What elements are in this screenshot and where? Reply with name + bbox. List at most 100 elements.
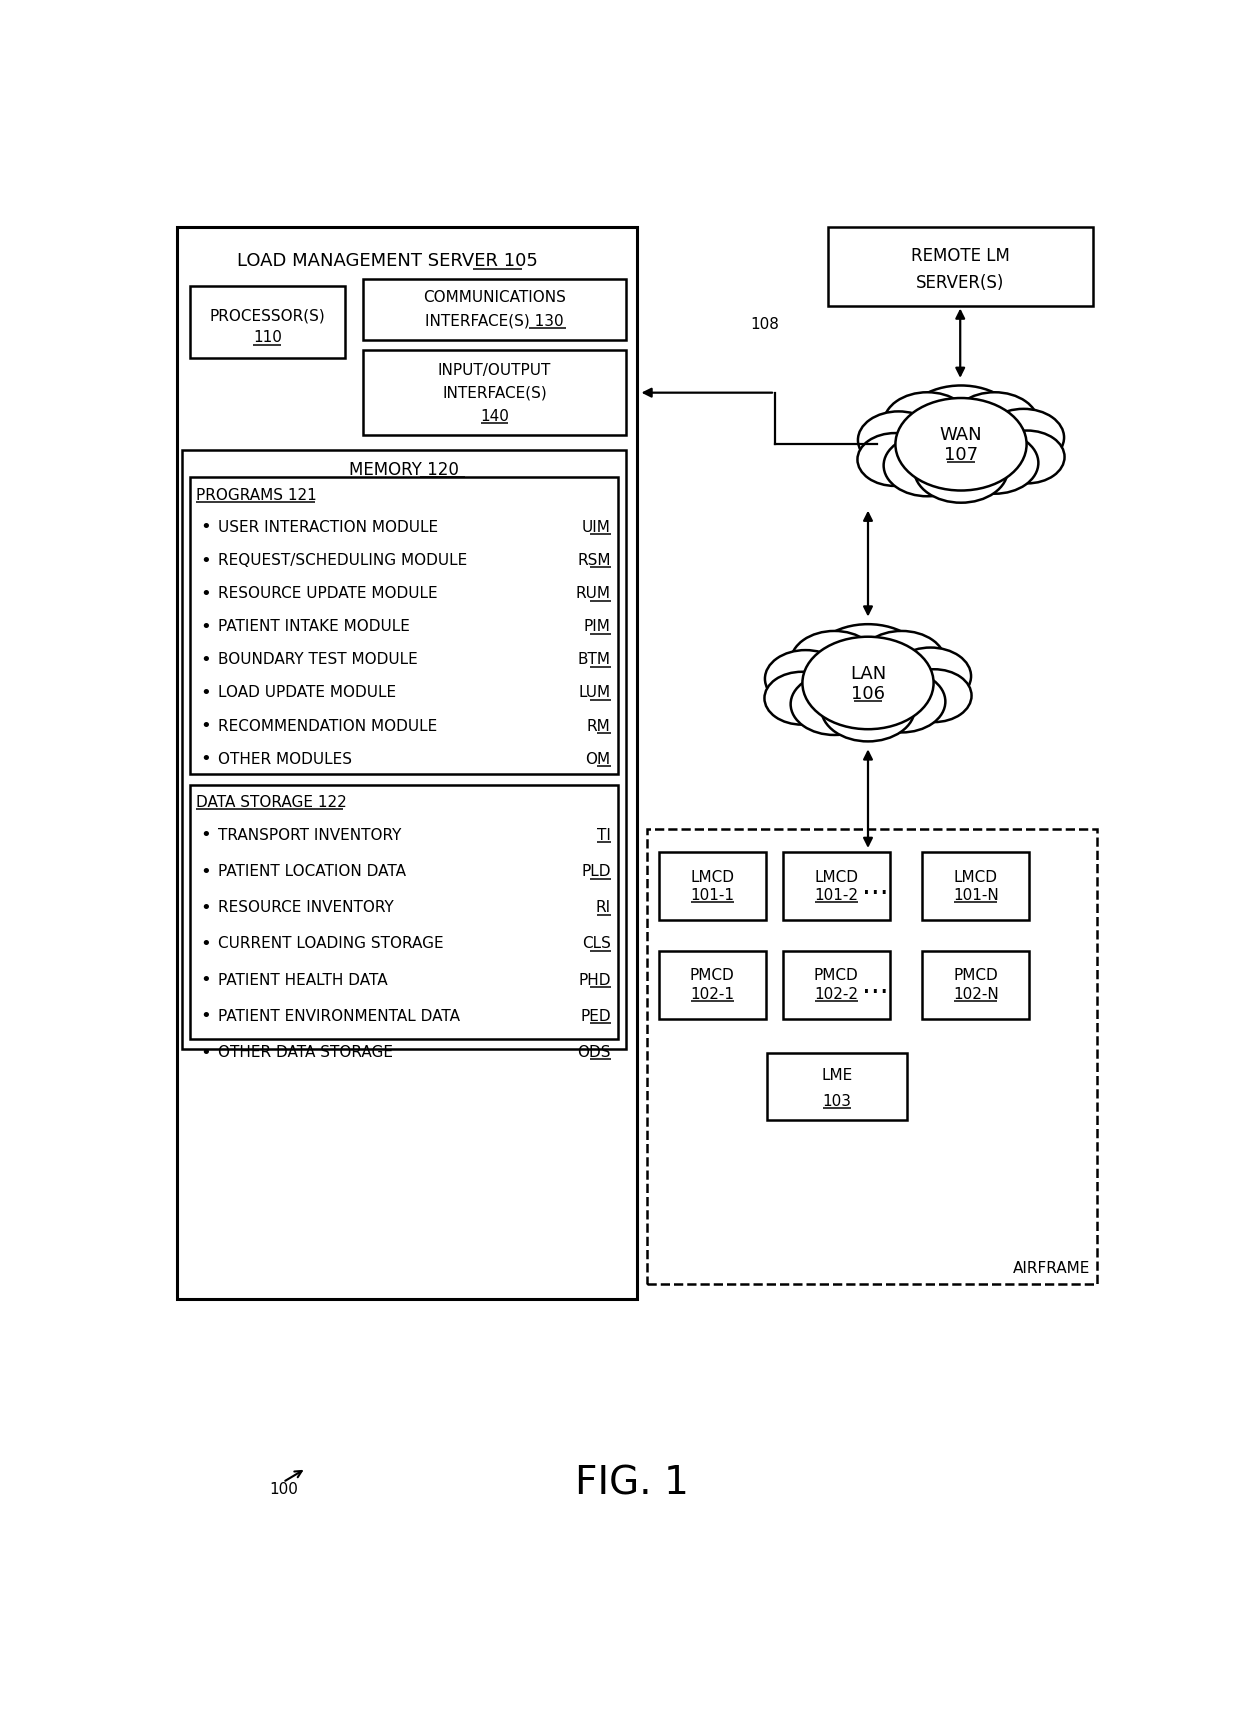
Text: •: • <box>200 826 211 845</box>
Text: •: • <box>200 683 211 702</box>
Text: •: • <box>200 584 211 603</box>
Ellipse shape <box>890 648 971 704</box>
Ellipse shape <box>858 630 945 692</box>
Text: 110: 110 <box>253 331 281 346</box>
Text: 107: 107 <box>944 445 978 464</box>
Text: RECOMMENDATION MODULE: RECOMMENDATION MODULE <box>218 718 436 733</box>
Text: PROGRAMS 121: PROGRAMS 121 <box>196 488 317 502</box>
Ellipse shape <box>821 675 915 742</box>
Text: RESOURCE INVENTORY: RESOURCE INVENTORY <box>218 901 393 915</box>
FancyBboxPatch shape <box>828 228 1092 305</box>
Text: OTHER MODULES: OTHER MODULES <box>218 752 352 767</box>
Text: INTERFACE(S) 130: INTERFACE(S) 130 <box>425 313 564 329</box>
Text: INPUT/OUTPUT: INPUT/OUTPUT <box>438 363 551 379</box>
FancyBboxPatch shape <box>923 951 1029 1019</box>
FancyBboxPatch shape <box>182 451 626 1048</box>
Text: REQUEST/SCHEDULING MODULE: REQUEST/SCHEDULING MODULE <box>218 553 467 569</box>
Text: PED: PED <box>580 1009 611 1024</box>
Ellipse shape <box>802 637 934 730</box>
Text: •: • <box>200 618 211 636</box>
Text: PROCESSOR(S): PROCESSOR(S) <box>210 308 325 324</box>
Text: OM: OM <box>585 752 611 767</box>
Text: DATA STORAGE 122: DATA STORAGE 122 <box>196 795 347 810</box>
Text: LME: LME <box>821 1069 853 1083</box>
FancyBboxPatch shape <box>658 853 766 920</box>
Text: •: • <box>200 718 211 735</box>
Text: •: • <box>200 971 211 988</box>
Text: 101-N: 101-N <box>952 887 998 903</box>
FancyBboxPatch shape <box>190 478 619 774</box>
Ellipse shape <box>791 630 878 692</box>
Text: PMCD: PMCD <box>954 968 998 983</box>
Text: LMCD: LMCD <box>954 870 998 884</box>
Ellipse shape <box>983 409 1064 466</box>
Ellipse shape <box>897 670 972 723</box>
Ellipse shape <box>884 435 971 497</box>
FancyBboxPatch shape <box>658 951 766 1019</box>
Text: •: • <box>200 1043 211 1062</box>
Text: •: • <box>200 651 211 668</box>
Text: LMCD: LMCD <box>815 870 858 884</box>
Text: PATIENT LOCATION DATA: PATIENT LOCATION DATA <box>218 863 405 879</box>
Ellipse shape <box>765 651 846 707</box>
Ellipse shape <box>951 432 1038 493</box>
Ellipse shape <box>858 411 939 469</box>
FancyBboxPatch shape <box>190 286 345 358</box>
FancyBboxPatch shape <box>782 853 890 920</box>
Text: PMCD: PMCD <box>813 968 858 983</box>
Text: •: • <box>200 552 211 569</box>
Text: OTHER DATA STORAGE: OTHER DATA STORAGE <box>218 1045 393 1060</box>
Text: SERVER(S): SERVER(S) <box>916 274 1004 291</box>
Ellipse shape <box>857 433 932 486</box>
Text: PLD: PLD <box>582 863 611 879</box>
Ellipse shape <box>858 671 945 733</box>
Text: BTM: BTM <box>578 653 611 668</box>
FancyBboxPatch shape <box>647 829 1096 1283</box>
Text: PHD: PHD <box>578 973 611 988</box>
Text: WAN: WAN <box>940 427 982 444</box>
Text: TRANSPORT INVENTORY: TRANSPORT INVENTORY <box>218 827 402 843</box>
Text: LUM: LUM <box>579 685 611 701</box>
FancyBboxPatch shape <box>782 951 890 1019</box>
Text: •: • <box>200 750 211 767</box>
Ellipse shape <box>895 397 1027 490</box>
Text: LOAD MANAGEMENT SERVER 105: LOAD MANAGEMENT SERVER 105 <box>237 252 538 271</box>
Text: TI: TI <box>596 827 611 843</box>
Text: LMCD: LMCD <box>691 870 734 884</box>
Text: •: • <box>200 1007 211 1026</box>
Ellipse shape <box>884 392 971 454</box>
Text: •: • <box>200 935 211 952</box>
Text: PATIENT INTAKE MODULE: PATIENT INTAKE MODULE <box>218 620 409 634</box>
Text: RSM: RSM <box>577 553 611 569</box>
Text: PMCD: PMCD <box>689 968 734 983</box>
Text: RUM: RUM <box>575 586 611 601</box>
Text: PATIENT ENVIRONMENTAL DATA: PATIENT ENVIRONMENTAL DATA <box>218 1009 460 1024</box>
Text: 102-2: 102-2 <box>815 987 858 1002</box>
Text: •: • <box>200 519 211 536</box>
Text: BOUNDARY TEST MODULE: BOUNDARY TEST MODULE <box>218 653 418 668</box>
FancyBboxPatch shape <box>923 853 1029 920</box>
Text: ...: ... <box>863 872 889 901</box>
Text: AIRFRAME: AIRFRAME <box>1013 1261 1090 1276</box>
Text: CURRENT LOADING STORAGE: CURRENT LOADING STORAGE <box>218 937 444 951</box>
Ellipse shape <box>914 437 1008 502</box>
Text: LOAD UPDATE MODULE: LOAD UPDATE MODULE <box>218 685 396 701</box>
Text: 100: 100 <box>270 1482 299 1497</box>
Text: PIM: PIM <box>584 620 611 634</box>
FancyBboxPatch shape <box>768 1052 906 1120</box>
Text: USER INTERACTION MODULE: USER INTERACTION MODULE <box>218 521 438 534</box>
Text: 106: 106 <box>851 685 885 702</box>
Text: RM: RM <box>587 718 611 733</box>
Text: COMMUNICATIONS: COMMUNICATIONS <box>423 291 565 305</box>
Text: 102-N: 102-N <box>952 987 998 1002</box>
Text: 101-1: 101-1 <box>691 887 734 903</box>
Ellipse shape <box>764 671 839 725</box>
Text: REMOTE LM: REMOTE LM <box>911 247 1009 264</box>
Text: •: • <box>200 899 211 916</box>
Text: 140: 140 <box>480 409 508 425</box>
Text: PATIENT HEALTH DATA: PATIENT HEALTH DATA <box>218 973 387 988</box>
Ellipse shape <box>901 385 1021 469</box>
FancyBboxPatch shape <box>176 228 637 1298</box>
Ellipse shape <box>791 673 878 735</box>
FancyBboxPatch shape <box>190 785 619 1038</box>
